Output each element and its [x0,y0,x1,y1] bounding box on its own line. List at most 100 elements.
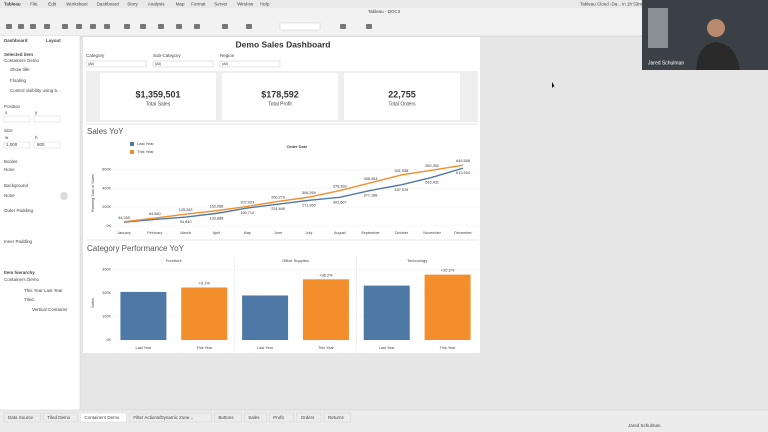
sheet-tab[interactable] [80,412,127,423]
sheet-tab-label[interactable]: Data Source [8,415,34,420]
legend-label[interactable]: Last Year [137,141,154,146]
sheet-tab-label[interactable]: Returns [328,415,345,420]
hierarchy-item[interactable]: This Year Last Year [24,288,63,293]
kpi-card [344,73,460,120]
x-tick-label: April [213,231,221,235]
menu-item[interactable]: Story [127,2,138,7]
filter-value[interactable]: (All) [155,62,161,66]
menu-item[interactable]: File [30,2,38,7]
menu-item[interactable]: Map [176,2,185,7]
data-label: 133,888 [210,216,224,220]
hierarchy-item[interactable]: Tiled [24,297,34,302]
section-heading: Outer Padding [4,208,34,213]
filter-value[interactable]: (All) [88,62,94,66]
panel-header: Office Supplies [282,258,309,263]
user-name[interactable]: Jared Schulman [628,423,661,428]
sheet-tab[interactable] [296,412,322,423]
sheet-tab[interactable] [43,412,78,423]
sheet-tab-label[interactable]: Containers Demo [84,415,120,420]
kpi-card [222,73,338,120]
webcam-background [648,8,668,48]
input[interactable] [33,115,61,123]
sheet-tab[interactable] [323,412,351,423]
x-tick-label: This Year [196,346,213,350]
section-heading: Selected item [4,52,33,57]
input[interactable] [33,141,61,149]
menu-item[interactable]: Format [191,2,206,7]
input[interactable] [3,115,31,123]
kpi-card [100,73,216,120]
section-heading: Position [4,104,21,109]
menu-item[interactable]: Edit [48,2,57,7]
menu-item[interactable]: Help [260,2,270,7]
y-tick-label: 400K [102,186,111,190]
border-value[interactable]: None [4,167,15,172]
menu-item[interactable]: Dashboard [97,2,120,7]
sheet-tab-label[interactable]: Tiled Demo [47,415,70,420]
bar [242,295,289,340]
data-label: 125,283 [179,208,193,212]
x-tick-label: Last Year [257,346,274,350]
section-heading: Background [4,183,29,188]
y-tick-label: 600K [102,167,111,171]
change-label: +20.2% [441,268,455,273]
selected-item: Containers Demo [4,58,40,63]
menu-item[interactable]: Analysis [148,2,166,7]
option[interactable]: Floating [10,78,27,83]
panel-tab[interactable]: Layout [46,38,61,43]
sheet-tab-label[interactable]: Sales [248,415,260,420]
sheet-tab[interactable] [214,412,242,423]
hierarchy-item[interactable]: Vertical Container [32,307,68,312]
filter-dropdown[interactable] [219,60,281,68]
sheet-tab[interactable] [129,412,212,423]
cursor [552,82,556,89]
panel-tab[interactable]: Dashboard [4,38,28,43]
filter-value[interactable]: (All) [222,62,228,66]
menu-item[interactable]: Window [237,2,254,7]
section-heading: Item hierarchy [4,270,35,275]
sheet-tab-label[interactable]: Filter Actions/Dynamic Zone... [133,415,193,420]
x-tick-label: Last Year [135,346,152,350]
y-tick-label: 200K [102,205,111,209]
webcam-name: Jared Schulman [648,60,684,66]
sheet-tab-label[interactable]: Buttons [218,415,234,420]
data-label: 162,068 [210,205,224,209]
data-label: 541,938 [394,169,408,173]
legend-label[interactable]: This Year [137,149,154,154]
toolbar-icons [6,22,372,31]
data-label: 94,840 [180,220,192,224]
data-label: 44,259 [118,216,130,220]
bar [181,287,228,340]
filter-label: Category [86,53,105,58]
webcam-person [707,19,725,37]
menu-item[interactable]: Worksheet [66,2,88,7]
menu-item[interactable]: Server [214,2,228,7]
data-label: 437,019 [394,188,408,192]
data-label: 645,558 [456,159,470,163]
field-label: h [35,135,38,140]
bar [424,274,471,340]
menu-app[interactable]: Tableau [4,2,21,7]
section-heading: Inner Padding [4,239,33,244]
background-value[interactable]: None [4,193,15,198]
filter-dropdown[interactable] [85,60,147,68]
x-tick-label: November [423,231,441,235]
input[interactable] [3,141,31,149]
sheet-tab[interactable] [3,412,41,423]
filter-dropdown[interactable] [152,60,214,68]
color-swatch[interactable] [60,192,68,200]
legend-swatch[interactable] [130,150,134,154]
data-label: 376,399 [333,185,347,189]
kpi-value: 22,755 [388,89,416,99]
legend-swatch[interactable] [130,142,134,146]
option[interactable]: Control visibility using b... [10,88,61,93]
kpi-value: $178,592 [261,89,299,99]
sheet-tab[interactable] [269,412,294,423]
hierarchy-item[interactable]: Containers Demo [4,277,40,282]
sheet-tab-label[interactable]: Profit [273,415,284,420]
sheet-tab-label[interactable]: Orders [301,415,316,420]
option[interactable]: Show title [10,67,30,72]
bar [302,279,349,340]
sheet-tab[interactable] [243,412,267,423]
data-label: 516,431 [425,180,439,184]
